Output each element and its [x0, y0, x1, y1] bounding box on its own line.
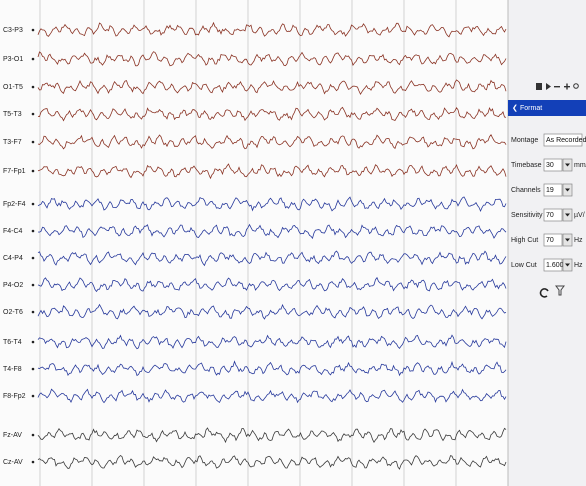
channel-dot	[32, 113, 35, 116]
panel-title: Format	[520, 105, 542, 112]
channel-label: T6-T4	[3, 339, 22, 346]
channel-dot	[32, 311, 35, 314]
field-label: Channels	[511, 187, 541, 194]
field-value: 70	[546, 212, 554, 219]
eeg-screen: ❮ Format C3-P3 P3-O1 O1-T5 T5-T3 T3-F7 F7-Fp1…	[0, 0, 586, 486]
channel-dot	[32, 230, 35, 233]
channel-dot	[32, 395, 35, 398]
field-value: 19	[546, 187, 554, 194]
field-label: Timebase	[511, 162, 542, 169]
zoom-out-button[interactable]	[554, 86, 560, 87]
channel-label: F7-Fp1	[3, 168, 26, 175]
field-value: As Recorded	[546, 137, 586, 144]
channel-label: T4-F8	[3, 366, 22, 373]
channel-label: P3-O1	[3, 56, 23, 63]
field-label: Low Cut	[511, 262, 537, 269]
field-unit: Hz	[574, 262, 583, 269]
field-unit: Hz	[574, 237, 583, 244]
channel-label: Fp2-F4	[3, 201, 26, 208]
channel-label: P4-O2	[3, 282, 23, 289]
field-label: Sensitivity	[511, 212, 543, 219]
channel-dot	[32, 461, 35, 464]
channel-dot	[32, 203, 35, 206]
channel-label: Fz-AV	[3, 432, 22, 439]
channel-dot	[32, 58, 35, 61]
channel-dot	[32, 368, 35, 371]
channel-dot	[32, 341, 35, 344]
channel-label: T5-T3	[3, 111, 22, 118]
channel-dot	[32, 284, 35, 287]
channel-dot	[32, 257, 35, 260]
channel-dot	[32, 434, 35, 437]
field-value: 70	[546, 237, 554, 244]
field-unit: mm/	[574, 162, 586, 169]
field-label: High Cut	[511, 237, 538, 244]
channel-label: F4-C4	[3, 228, 23, 235]
channel-label: F8-Fp2	[3, 393, 26, 400]
channel-label: O1-T5	[3, 84, 23, 91]
channel-label: C3-P3	[3, 27, 23, 34]
back-arrow[interactable]: ❮	[512, 104, 518, 112]
stop-button[interactable]	[536, 83, 542, 90]
channel-dot	[32, 86, 35, 89]
channel-dot	[32, 170, 35, 173]
field-unit: µV/	[574, 212, 585, 219]
channel-label: T3-F7	[3, 139, 22, 146]
field-value: 30	[546, 162, 554, 169]
field-label: Montage	[511, 137, 538, 144]
channel-dot	[32, 29, 35, 32]
field-value: 1.600	[546, 262, 564, 269]
channel-dot	[32, 141, 35, 144]
channel-label: O2-T6	[3, 309, 23, 316]
trace-area	[0, 0, 508, 486]
channel-label: C4-P4	[3, 255, 23, 262]
channel-label: Cz-AV	[3, 459, 23, 466]
